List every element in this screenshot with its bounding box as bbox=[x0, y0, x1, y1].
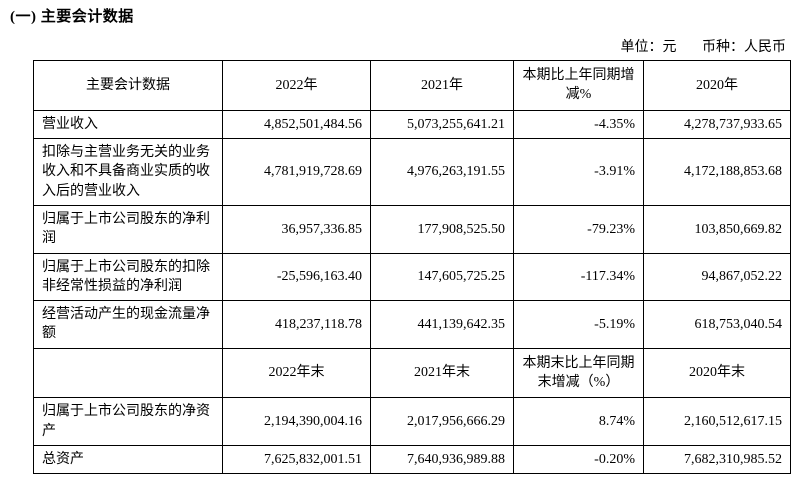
cell-2020-value: 4,278,737,933.65 bbox=[643, 109, 791, 139]
cell-2020-value: 4,172,188,853.68 bbox=[643, 137, 791, 206]
row-operating-cash-flow: 经营活动产生的现金流量净额 418,237,118.78 441,139,642… bbox=[33, 300, 791, 349]
cell-label: 经营活动产生的现金流量净额 bbox=[33, 300, 223, 349]
header-cell-2022: 2022年 bbox=[222, 60, 371, 111]
section-title: (一) 主要会计数据 bbox=[10, 9, 134, 25]
cell-2020-value: 103,850,669.82 bbox=[643, 204, 791, 254]
cell-label: 总资产 bbox=[33, 444, 223, 475]
cell-label: 归属于上市公司股东的净资产 bbox=[33, 397, 223, 446]
cell-2020-value: 94,867,052.22 bbox=[643, 252, 791, 302]
subheader-cell-2020-end: 2020年末 bbox=[643, 347, 791, 399]
header-cell-2021: 2021年 bbox=[370, 60, 514, 111]
cell-label: 归属于上市公司股东的净利润 bbox=[33, 204, 223, 254]
cell-change-value: -3.91% bbox=[513, 137, 644, 206]
header-cell-metric: 主要会计数据 bbox=[33, 60, 223, 111]
cell-2021-value: 4,976,263,191.55 bbox=[370, 137, 514, 206]
cell-2022-value: 4,852,501,484.56 bbox=[222, 109, 371, 139]
cell-2020-value: 618,753,040.54 bbox=[643, 300, 791, 349]
cell-2021-value: 7,640,936,989.88 bbox=[370, 444, 514, 475]
cell-2022-value: 36,957,336.85 bbox=[222, 204, 371, 254]
cell-2021-value: 147,605,725.25 bbox=[370, 252, 514, 302]
cell-change-value: -79.23% bbox=[513, 204, 644, 254]
unit-currency-line: 单位：元 币种：人民币 bbox=[33, 36, 790, 56]
cell-label: 归属于上市公司股东的扣除非经常性损益的净利润 bbox=[33, 252, 223, 302]
cell-2020-value: 7,682,310,985.52 bbox=[643, 444, 791, 475]
row-net-profit-attributable: 归属于上市公司股东的净利润 36,957,336.85 177,908,525.… bbox=[33, 204, 791, 254]
main-accounting-table: 主要会计数据 2022年 2021年 本期比上年同期增减% 2020年 营业收入… bbox=[33, 60, 791, 475]
cell-2021-value: 441,139,642.35 bbox=[370, 300, 514, 349]
row-total-assets: 总资产 7,625,832,001.51 7,640,936,989.88 -0… bbox=[33, 444, 791, 475]
subheader-cell-change-end: 本期末比上年同期末增减（%） bbox=[513, 347, 644, 399]
row-operating-revenue: 营业收入 4,852,501,484.56 5,073,255,641.21 -… bbox=[33, 109, 791, 139]
cell-change-value: -4.35% bbox=[513, 109, 644, 139]
cell-2022-value: 2,194,390,004.16 bbox=[222, 397, 371, 446]
row-net-assets-attributable: 归属于上市公司股东的净资产 2,194,390,004.16 2,017,956… bbox=[33, 397, 791, 446]
cell-label: 营业收入 bbox=[33, 109, 223, 139]
header-cell-change: 本期比上年同期增减% bbox=[513, 60, 644, 111]
subheader-cell-empty bbox=[33, 347, 223, 399]
cell-change-value: -5.19% bbox=[513, 300, 644, 349]
header-cell-2020: 2020年 bbox=[643, 60, 791, 111]
subheader-cell-2021-end: 2021年末 bbox=[370, 347, 514, 399]
cell-2022-value: 7,625,832,001.51 bbox=[222, 444, 371, 475]
cell-2021-value: 2,017,956,666.29 bbox=[370, 397, 514, 446]
cell-2021-value: 5,073,255,641.21 bbox=[370, 109, 514, 139]
cell-2022-value: 418,237,118.78 bbox=[222, 300, 371, 349]
row-net-profit-after-nonrecurring: 归属于上市公司股东的扣除非经常性损益的净利润 -25,596,163.40 14… bbox=[33, 252, 791, 302]
row-revenue-after-deduction: 扣除与主营业务无关的业务收入和不具备商业实质的收入后的营业收入 4,781,91… bbox=[33, 137, 791, 206]
subheader-cell-2022-end: 2022年末 bbox=[222, 347, 371, 399]
cell-2021-value: 177,908,525.50 bbox=[370, 204, 514, 254]
cell-2020-value: 2,160,512,617.15 bbox=[643, 397, 791, 446]
cell-change-value: -117.34% bbox=[513, 252, 644, 302]
table-subheader-row-period-end: 2022年末 2021年末 本期末比上年同期末增减（%） 2020年末 bbox=[33, 347, 791, 399]
table-header-row: 主要会计数据 2022年 2021年 本期比上年同期增减% 2020年 bbox=[33, 60, 791, 111]
cell-label: 扣除与主营业务无关的业务收入和不具备商业实质的收入后的营业收入 bbox=[33, 137, 223, 206]
cell-2022-value: 4,781,919,728.69 bbox=[222, 137, 371, 206]
cell-change-value: 8.74% bbox=[513, 397, 644, 446]
cell-2022-value: -25,596,163.40 bbox=[222, 252, 371, 302]
cell-change-value: -0.20% bbox=[513, 444, 644, 475]
unit-label: 单位：元 bbox=[620, 40, 677, 55]
currency-label: 币种：人民币 bbox=[702, 40, 786, 55]
